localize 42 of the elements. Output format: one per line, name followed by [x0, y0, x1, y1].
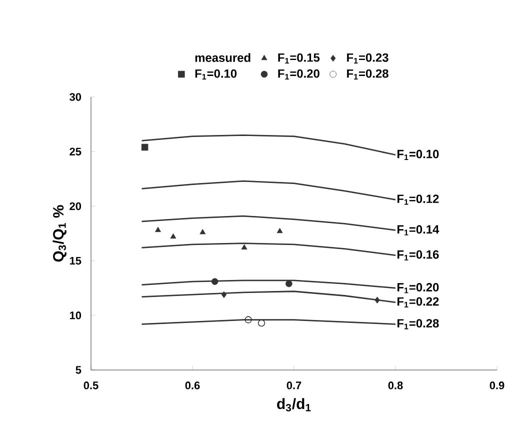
line-series — [141, 215, 396, 231]
series-label: F$_{1}$=0.14 — [397, 225, 440, 236]
series-label: F$_{1}$=0.20 — [397, 283, 439, 294]
line-series — [141, 242, 396, 256]
point — [141, 144, 148, 151]
y-tick-label: 20 — [70, 202, 82, 210]
legend-label: F$_{1}$=0.15 — [278, 53, 320, 64]
line-series — [141, 180, 396, 200]
x-tick-label: 0.7 — [286, 382, 302, 390]
point — [244, 316, 252, 324]
point — [221, 291, 227, 298]
x-tick-label: 0.8 — [388, 382, 403, 390]
point — [211, 278, 218, 285]
y-axis-title: Q$_{3}$/Q$_{1}$ % — [52, 205, 66, 262]
x-axis-title: d$_{3}$/d$_{1}$ — [277, 398, 311, 412]
legend-label: F$_{1}$=0.28 — [347, 69, 388, 80]
point — [170, 233, 176, 239]
point — [155, 226, 161, 232]
point — [276, 228, 283, 234]
legend-title: measured — [195, 53, 250, 62]
point — [286, 280, 292, 288]
y-tick-label: 5 — [76, 366, 82, 374]
x-tick-label: 0.9 — [490, 382, 504, 390]
legend-label: F$_{1}$=0.10 — [195, 69, 237, 80]
y-tick-label: 25 — [70, 148, 82, 156]
x-tick-label: 0.6 — [185, 382, 200, 390]
series-label: F$_{1}$=0.22 — [397, 297, 439, 308]
line-series — [141, 280, 396, 289]
legend-label: F$_{1}$=0.23 — [347, 53, 388, 64]
series-label: F$_{1}$=0.28 — [397, 319, 439, 330]
y-tick-label: 30 — [70, 93, 82, 101]
point — [200, 229, 206, 234]
y-tick-label: 10 — [70, 312, 82, 320]
series-label: F$_{1}$=0.12 — [397, 194, 439, 205]
x-tick-label: 0.5 — [84, 382, 98, 390]
point — [374, 296, 380, 304]
series-label: F$_{1}$=0.10 — [397, 150, 439, 160]
series-label: F$_{1}$=0.16 — [397, 250, 439, 260]
line-series — [141, 134, 396, 156]
point — [241, 244, 248, 250]
y-tick-label: 15 — [70, 256, 82, 265]
legend-label: F$_{1}$=0.20 — [278, 69, 320, 80]
